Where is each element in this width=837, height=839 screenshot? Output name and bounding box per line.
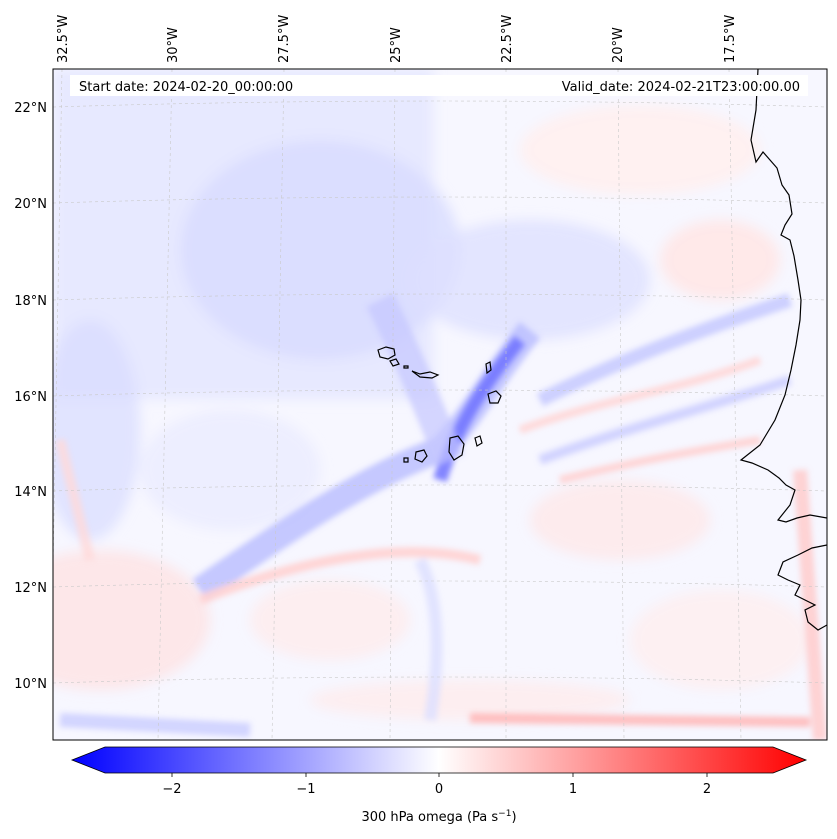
- latitude-labels: 22°N 20°N 18°N 16°N 14°N 12°N 10°N: [14, 101, 47, 692]
- lon-label-17-5w: 17.5°W: [723, 15, 738, 63]
- parallel-12n: [53, 580, 827, 588]
- island-sao-vicente: [389, 358, 400, 367]
- lon-label-32-5w: 32.5°W: [56, 15, 71, 63]
- info-box-background: [70, 75, 808, 96]
- lat-label-16n: 16°N: [14, 390, 47, 405]
- meridian-27-5w: [271, 69, 285, 740]
- parallel-20n: [53, 196, 827, 204]
- start-date-label: Start date: 2024-02-20_00:00:00: [79, 80, 293, 95]
- island-maio: [474, 435, 483, 447]
- graticule: [53, 69, 827, 740]
- valid-date-label: Valid_date: 2024-02-21T23:00:00.00: [562, 80, 800, 95]
- omega-field: [53, 69, 827, 740]
- meridian-25w: [389, 69, 396, 740]
- parallel-22n: [53, 100, 827, 108]
- lat-label-22n: 22°N: [14, 101, 47, 116]
- cbar-tick-label-neg2: −2: [162, 782, 181, 797]
- lon-label-20w: 20°W: [611, 27, 626, 63]
- lat-label-20n: 20°N: [14, 197, 47, 212]
- parallel-18n: [53, 293, 827, 301]
- african-coastline: [739, 69, 827, 631]
- meridian-20w: [617, 69, 625, 740]
- info-box: Start date: 2024-02-20_00:00:00 Valid_da…: [70, 75, 808, 96]
- colorbar-bar: [70, 746, 808, 774]
- colorbar-label-exponent: −1: [498, 809, 511, 819]
- lon-label-27-5w: 27.5°W: [277, 15, 292, 63]
- island-fogo: [414, 449, 428, 463]
- colorbar-tick-labels: −2 −1 0 1 2: [162, 782, 711, 797]
- island-sal: [485, 361, 492, 375]
- parallel-10n: [53, 676, 827, 684]
- lon-label-22-5w: 22.5°W: [500, 15, 515, 63]
- island-santa-luzia: [403, 365, 409, 369]
- cape-verde-islands: [377, 346, 502, 463]
- colorbar-label-close: ): [511, 810, 516, 825]
- cbar-tick-label-1: 1: [569, 782, 577, 797]
- cbar-tick-label-0: 0: [435, 782, 443, 797]
- island-santo-antao: [377, 346, 396, 360]
- island-sao-nicolau: [411, 370, 440, 379]
- island-brava: [403, 457, 409, 463]
- lat-label-12n: 12°N: [14, 581, 47, 596]
- map-frame: [52, 68, 828, 741]
- colorbar-ticks: [171, 773, 708, 777]
- lon-label-25w: 25°W: [389, 27, 404, 63]
- colorbar-label-main: 300 hPa omega (Pa s: [361, 810, 498, 825]
- parallel-14n: [53, 484, 827, 492]
- colorbar-label: 300 hPa omega (Pa s−1): [361, 809, 516, 825]
- island-santiago: [448, 435, 465, 461]
- meridian-17-5w: [728, 69, 742, 740]
- meridian-30w: [157, 69, 173, 740]
- parallel-16n: [53, 389, 827, 397]
- lon-label-30w: 30°W: [166, 27, 181, 63]
- island-boa-vista: [487, 390, 502, 404]
- lat-label-14n: 14°N: [14, 485, 47, 500]
- cbar-tick-label-2: 2: [703, 782, 711, 797]
- cbar-tick-label-neg1: −1: [296, 782, 315, 797]
- longitude-labels: 32.5°W 30°W 27.5°W 25°W 22.5°W 20°W 17.5…: [56, 15, 738, 63]
- lat-label-18n: 18°N: [14, 294, 47, 309]
- lat-label-10n: 10°N: [14, 677, 47, 692]
- colorbar: −2 −1 0 1 2 300 hPa omega (Pa s−1): [70, 746, 808, 825]
- map-panel: Start date: 2024-02-20_00:00:00 Valid_da…: [14, 15, 828, 741]
